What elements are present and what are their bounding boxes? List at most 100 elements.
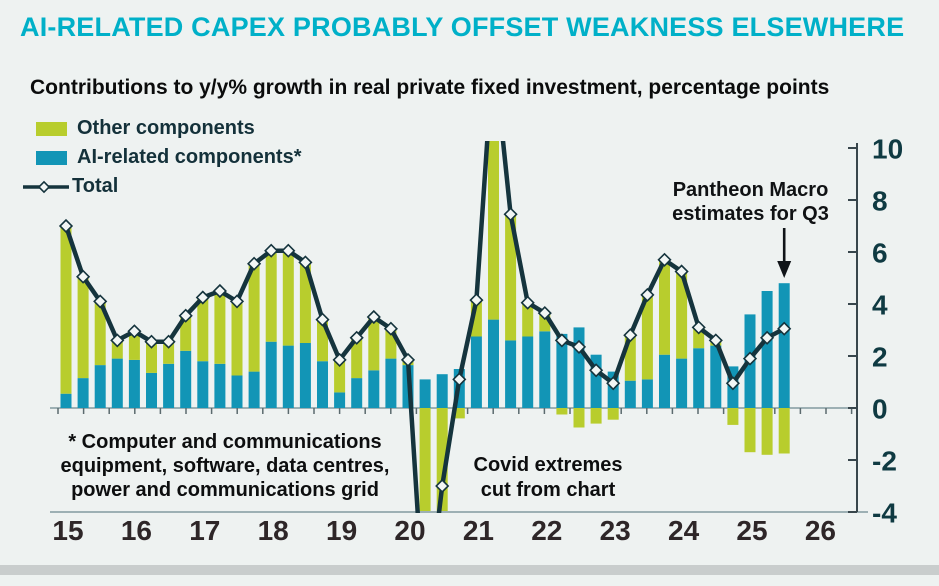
bottom-divider [0, 565, 939, 575]
bar-other-segment [522, 302, 534, 337]
total-marker [161, 334, 176, 349]
pantheon-arrow [777, 228, 792, 278]
legend-item-ai: AI-related components* [36, 146, 301, 169]
bar-ai-segment [556, 333, 568, 408]
total-marker [657, 252, 672, 267]
x-axis-label: 17 [189, 515, 220, 546]
total-marker [58, 218, 74, 234]
total-marker [264, 243, 279, 258]
bar-ai-segment [146, 372, 157, 408]
footnote-line3: power and communications grid [71, 479, 379, 501]
bar-ai-segment [197, 361, 209, 408]
bar-ai-segment [180, 350, 192, 408]
bar-other-segment [146, 341, 157, 373]
bar-other-segment [180, 315, 192, 351]
bar-ai-segment [385, 358, 397, 408]
total-marker [315, 312, 330, 327]
bar-ai-segment [60, 393, 72, 408]
bar-other-segment [60, 226, 72, 394]
total-marker [469, 293, 484, 308]
bar-other-segment [299, 262, 311, 343]
bar-other-segment [590, 408, 602, 424]
bar-ai-segment [539, 331, 551, 408]
bar-other-segment [744, 408, 756, 453]
bar-ai-segment [248, 371, 260, 408]
bar-ai-segment [641, 379, 653, 408]
bar-other-segment [641, 294, 653, 380]
bar-other-segment [248, 263, 260, 372]
y-axis-label: 8 [872, 186, 888, 217]
bar-other-segment [265, 250, 277, 342]
legend-ai-label: AI-related components* [77, 146, 302, 168]
y-axis-label: -2 [872, 446, 897, 477]
bar-other-segment [368, 317, 380, 371]
x-axis-label: 26 [805, 515, 836, 546]
bar-ai-segment [282, 345, 294, 408]
bar-other-segment [659, 259, 670, 355]
total-marker [127, 324, 142, 339]
bar-other-segment-cut [488, 141, 499, 320]
bar-ai-segment [505, 340, 517, 408]
bar-other-segment [470, 300, 482, 337]
bar-other-segment [539, 313, 551, 332]
total-marker [400, 352, 416, 367]
bar-other-segment [214, 291, 226, 364]
total-marker [674, 264, 689, 279]
footnote-line2: equipment, software, data centres, [60, 455, 390, 477]
x-axis-label: 18 [258, 515, 289, 546]
y-axis-label: -4 [872, 498, 897, 529]
bar-ai-segment [659, 354, 670, 408]
bar-ai-segment [573, 327, 585, 408]
bar-ai-segment [590, 354, 602, 408]
total-marker [691, 320, 706, 335]
bar-ai-segment [676, 358, 688, 408]
y-axis: 10 8 6 4 2 0 -2 -4 [848, 134, 903, 529]
bar-other-segment [505, 214, 517, 341]
x-axis-label: 22 [531, 515, 562, 546]
bar-ai-segment [163, 363, 175, 408]
y-axis-label: 4 [872, 290, 888, 321]
total-marker [383, 321, 398, 336]
total-marker [144, 334, 159, 349]
bar-ai-segment [265, 341, 277, 408]
total-marker [332, 352, 347, 367]
legend-other-swatch-icon [36, 121, 67, 136]
bar-other-segment [727, 408, 739, 425]
x-axis-label: 15 [52, 515, 83, 546]
total-marker [366, 309, 381, 325]
bar-ai-segment [368, 370, 380, 408]
legend-item-total: Total [22, 175, 118, 198]
total-marker [195, 290, 210, 305]
bar-ai-segment [522, 336, 534, 408]
bar-other-segment [111, 340, 123, 359]
bar-other-segment [231, 301, 243, 376]
covid-note-line1: Covid extremes [473, 454, 623, 476]
bar-other-segment [197, 297, 209, 362]
total-marker [281, 243, 296, 258]
bar-ai-segment [111, 358, 123, 408]
bar-other-segment-cut [419, 408, 431, 513]
total-marker [606, 376, 621, 391]
total-marker [212, 283, 227, 299]
bar-other-segment [282, 250, 294, 346]
x-axis-label: 25 [736, 515, 767, 546]
x-axis-label: 16 [121, 515, 152, 546]
bar-ai-segment [778, 283, 790, 408]
legend-other-label: Other components [77, 117, 255, 139]
footnote-line1: * Computer and communications [68, 431, 382, 453]
bar-other-segment [436, 408, 448, 513]
y-axis-label: 10 [872, 134, 903, 165]
total-marker [229, 294, 245, 309]
pantheon-estimate-note: Pantheon Macro estimates for Q3 [638, 178, 863, 226]
bar-other-segment [624, 335, 636, 381]
y-axis-label: 0 [872, 394, 888, 425]
total-marker [623, 328, 638, 343]
total-marker [452, 372, 467, 387]
bar-other-segment [693, 327, 705, 349]
total-marker [777, 321, 792, 336]
bar-ai-segment [470, 336, 482, 408]
bar-ai-segment [436, 374, 448, 408]
x-axis-label: 23 [600, 515, 631, 546]
covid-note-line2: cut from chart [480, 479, 616, 501]
